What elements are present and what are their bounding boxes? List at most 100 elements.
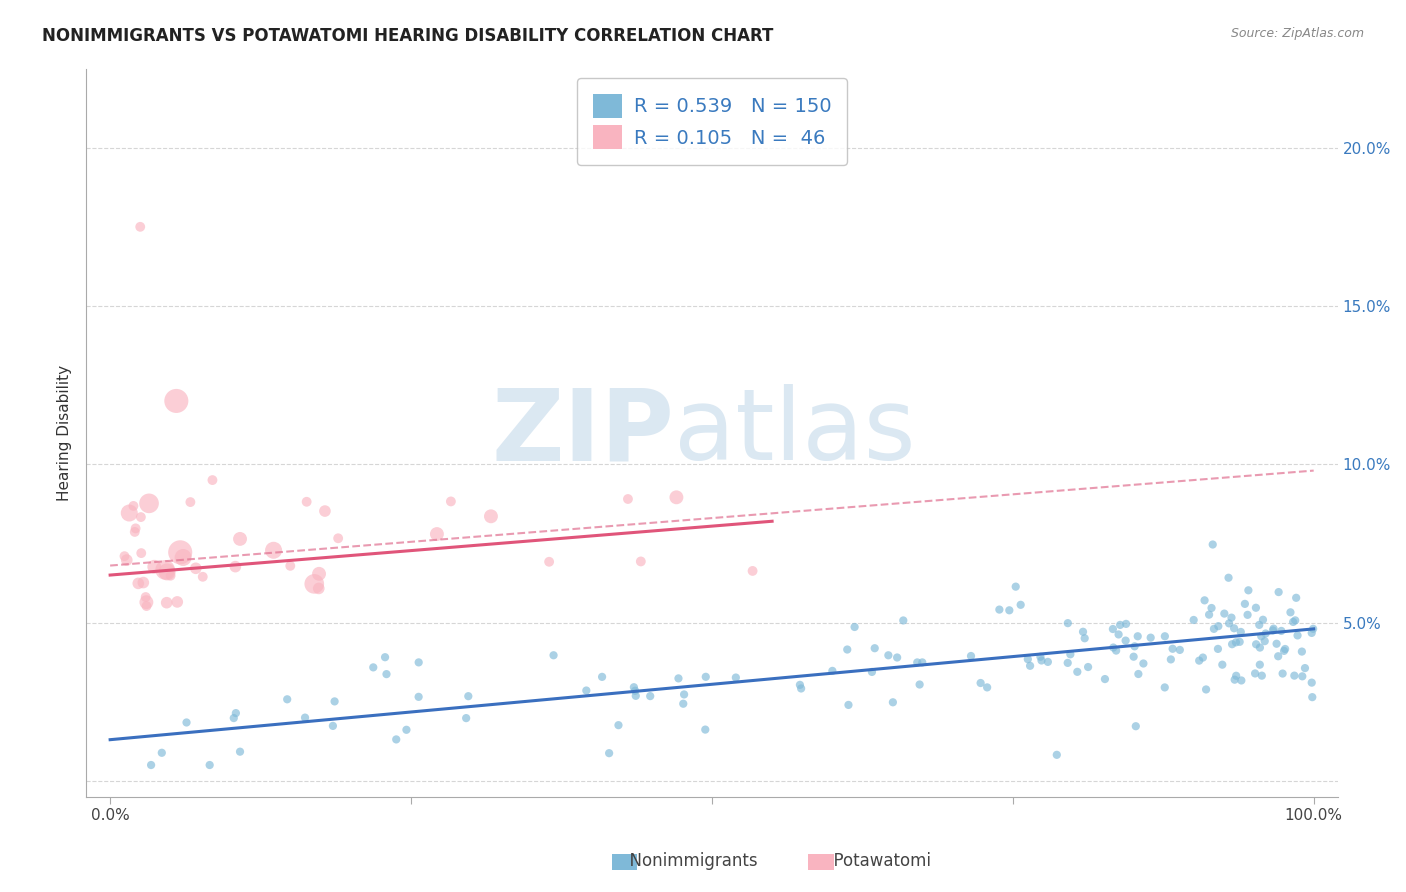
Point: [322, 719, 344, 733]
Point: [426, 527, 449, 541]
Legend: R = 0.539   N = 150, R = 0.105   N =  46: R = 0.539 N = 150, R = 0.105 N = 46: [576, 78, 846, 165]
Point: [124, 524, 146, 539]
Point: [575, 683, 598, 698]
Point: [617, 491, 640, 506]
Point: [630, 554, 652, 568]
Point: [741, 564, 763, 578]
Text: atlas: atlas: [675, 384, 915, 481]
Point: [263, 543, 285, 558]
Point: [976, 681, 998, 695]
Point: [1282, 615, 1305, 629]
Point: [408, 690, 430, 704]
Point: [1122, 649, 1144, 664]
Point: [385, 732, 408, 747]
Point: [361, 660, 384, 674]
Point: [1286, 628, 1309, 642]
Point: [908, 677, 931, 691]
Point: [191, 570, 214, 584]
Point: [1272, 644, 1295, 658]
Point: [225, 706, 247, 720]
Point: [789, 678, 811, 692]
Point: [176, 715, 198, 730]
Point: [672, 697, 695, 711]
Point: [886, 650, 908, 665]
Point: [201, 473, 224, 487]
Point: [166, 595, 188, 609]
Point: [395, 723, 418, 737]
Point: [156, 565, 179, 579]
Point: [1126, 629, 1149, 643]
Point: [1202, 622, 1225, 636]
Point: [375, 667, 398, 681]
Point: [1194, 593, 1216, 607]
Point: [1109, 618, 1132, 632]
Point: [891, 614, 914, 628]
Point: [1056, 656, 1078, 670]
Point: [623, 680, 645, 694]
Point: [229, 532, 252, 546]
Point: [1202, 537, 1225, 551]
Point: [724, 671, 747, 685]
Point: [1249, 657, 1271, 672]
Point: [1208, 619, 1230, 633]
Point: [1004, 580, 1026, 594]
Point: [1271, 666, 1294, 681]
Point: [1250, 629, 1272, 643]
Point: [1250, 668, 1272, 682]
Point: [860, 665, 883, 679]
Point: [1301, 626, 1323, 640]
Point: [114, 549, 136, 564]
Point: [115, 553, 138, 567]
Point: [1211, 657, 1233, 672]
Point: [1160, 652, 1182, 666]
Point: [988, 602, 1011, 616]
Point: [598, 746, 620, 760]
Point: [1102, 640, 1125, 655]
Point: [1230, 673, 1253, 688]
Point: [1071, 624, 1094, 639]
Point: [1225, 635, 1247, 649]
Point: [1115, 616, 1137, 631]
Point: [1254, 626, 1277, 640]
Point: [882, 695, 904, 709]
Point: [184, 561, 207, 575]
Point: [1168, 643, 1191, 657]
Point: [1017, 652, 1039, 666]
Point: [129, 219, 152, 234]
Point: [1154, 629, 1177, 643]
Point: [328, 531, 350, 545]
Point: [1230, 624, 1253, 639]
Point: [456, 711, 478, 725]
Point: [408, 656, 430, 670]
Point: [790, 681, 813, 696]
Text: ZIP: ZIP: [492, 384, 675, 481]
Point: [135, 590, 157, 604]
Point: [1291, 669, 1313, 683]
Point: [294, 711, 316, 725]
Point: [278, 558, 301, 573]
Point: [1223, 673, 1246, 687]
Point: [607, 718, 630, 732]
Point: [1059, 648, 1081, 662]
Point: [1029, 649, 1052, 664]
Point: [1105, 643, 1128, 657]
Point: [1206, 641, 1229, 656]
Point: [1046, 747, 1069, 762]
Point: [172, 550, 194, 565]
Point: [1285, 591, 1308, 605]
Point: [591, 670, 613, 684]
Point: [308, 566, 330, 581]
Point: [905, 656, 928, 670]
Point: [1201, 601, 1223, 615]
Point: [538, 555, 561, 569]
Point: [1213, 607, 1236, 621]
Point: [129, 510, 152, 524]
Point: [198, 758, 221, 772]
Point: [624, 689, 647, 703]
Point: [1263, 622, 1285, 636]
Point: [695, 723, 717, 737]
Point: [1251, 613, 1274, 627]
Point: [132, 575, 155, 590]
Point: [276, 692, 298, 706]
Point: [668, 672, 690, 686]
